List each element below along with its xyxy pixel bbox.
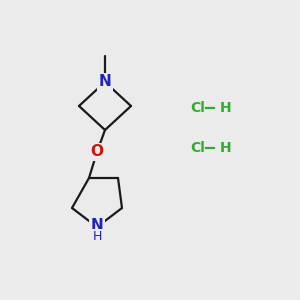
Text: H: H (220, 101, 232, 115)
Text: N: N (91, 218, 103, 232)
Text: H: H (220, 141, 232, 155)
Text: O: O (91, 145, 103, 160)
Text: N: N (99, 74, 111, 89)
Text: H: H (92, 230, 102, 244)
Text: Cl: Cl (190, 101, 205, 115)
Text: Cl: Cl (190, 141, 205, 155)
